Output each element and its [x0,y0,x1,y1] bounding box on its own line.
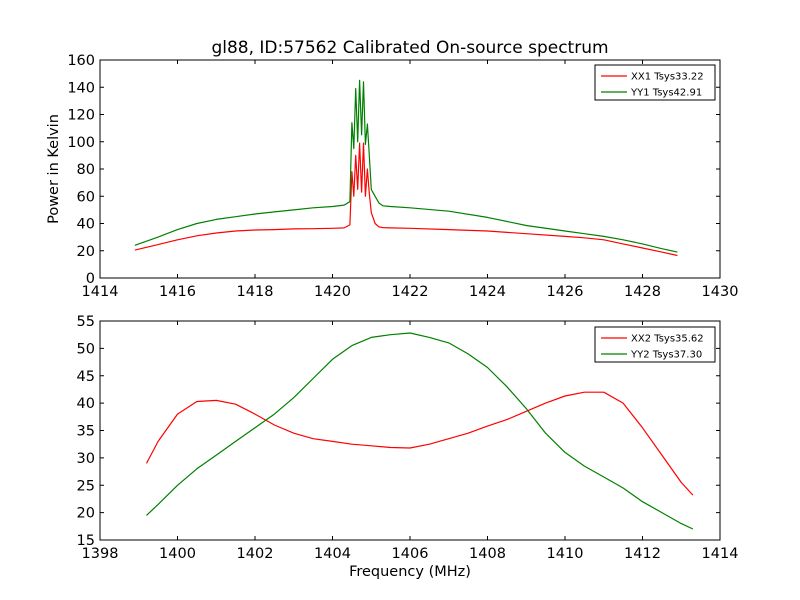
chart1-x-tick-label: 1402 [237,546,274,562]
chart0-x-tick-label: 1424 [469,284,506,300]
chart1-legend-label-1: XX2 Tsys35.62 [631,334,704,345]
bottom-chart-x-axis-label: Frequency (MHz) [349,564,471,580]
top-chart-y-axis-label: Power in Kelvin [46,114,62,224]
chart0-x-tick-label: 1426 [547,284,584,300]
chart1-x-tick-label: 1408 [469,546,506,562]
chart1-series-line-2 [146,332,694,530]
chart0-x-tick-label: 1430 [702,284,739,300]
chart0-legend: XX1 Tsys33.22 YY1 Tsys42.91 [594,64,716,101]
chart1-y-tick-label: 25 [77,478,95,494]
chart0-x-tick-label: 1422 [392,284,429,300]
chart0-x-tick-label: 1416 [159,284,196,300]
chart0-y-tick-label: 40 [77,217,95,233]
top-chart: 1414 1416 1418 1420 1422 1424 1426 1428 1430 0 20 4… [67,53,738,300]
chart1-x-tick-label: 1400 [159,546,196,562]
chart1-y-tick-label: 15 [77,533,95,549]
chart1-y-tick-label: 35 [77,424,95,440]
chart0-legend-box [594,64,716,101]
chart0-x-tick-label: 1428 [624,284,661,300]
chart1-x-tick-label: 1398 [82,546,119,562]
chart1-y-tick-label: 50 [77,341,95,357]
chart0-y-tick-label: 60 [77,189,95,205]
chart0-x-tick-label: 1420 [314,284,351,300]
chart1-y-tick-label: 40 [77,396,95,412]
chart0-y-tick-label: 80 [77,162,95,178]
chart1-x-tick-label: 1404 [314,546,351,562]
chart1-x-tick-label: 1406 [392,546,429,562]
chart1-x-tick-label: 1414 [702,546,739,562]
chart0-series-line-2 [134,79,678,253]
chart1-legend-box [594,326,716,363]
chart0-y-tick-label: 120 [67,108,95,124]
chart0-x-tick-label: 1414 [82,284,119,300]
bottom-chart: 1398 1400 1402 1404 1406 1408 1410 1412 1414 15 20… [77,314,739,562]
chart0-y-tick-label: 0 [86,271,95,287]
chart1-y-tick-label: 20 [77,506,95,522]
chart0-y-tick-label: 160 [67,53,95,69]
chart0-x-tick-label: 1418 [237,284,274,300]
chart1-x-tick-label: 1410 [547,546,584,562]
chart1-legend-label-2: YY2 Tsys37.30 [630,350,702,361]
chart1-x-tick-label: 1412 [624,546,661,562]
chart1-y-tick-label: 55 [77,314,95,330]
chart1-y-tick-label: 45 [77,369,95,385]
chart1-series-line-1 [145,391,694,496]
chart0-y-tick-label: 20 [77,244,95,260]
chart0-legend-label-1: XX1 Tsys33.22 [631,72,704,83]
chart1-legend: XX2 Tsys35.62 YY2 Tsys37.30 [594,326,716,363]
top-chart-title: gl88, ID:57562 Calibrated On-source spec… [211,38,608,58]
chart0-series-line-1 [134,142,678,257]
chart1-y-tick-label: 30 [77,451,95,467]
chart0-y-tick-label: 140 [67,80,95,96]
chart0-y-tick-label: 100 [67,135,95,151]
chart0-legend-label-2: YY1 Tsys42.91 [630,88,702,99]
